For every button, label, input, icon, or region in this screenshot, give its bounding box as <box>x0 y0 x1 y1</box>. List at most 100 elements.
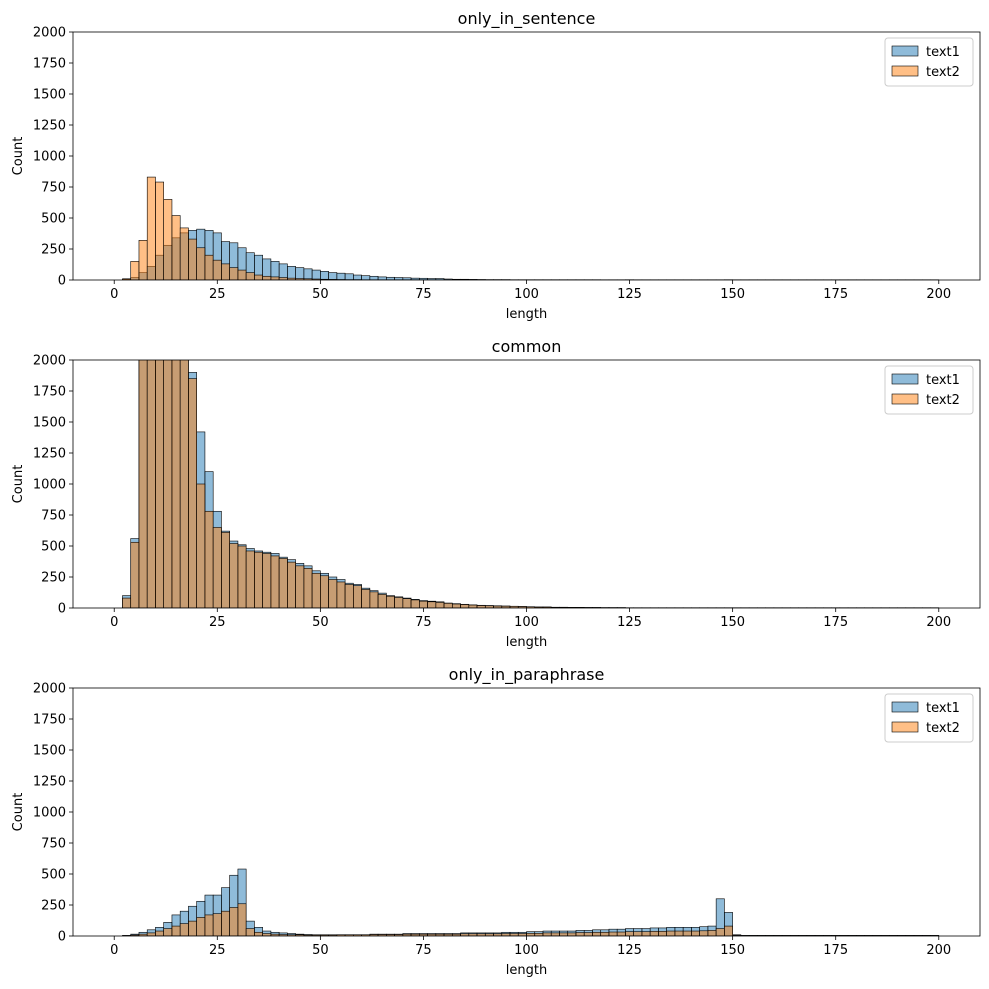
y-tick-label: 1000 <box>33 806 66 821</box>
bar <box>270 276 280 280</box>
bar <box>592 931 602 936</box>
legend-label-text1: text1 <box>926 45 960 60</box>
bar <box>245 928 255 936</box>
y-tick-label: 1750 <box>33 385 66 400</box>
y-tick-label: 1500 <box>33 744 66 759</box>
chart-title: only_in_sentence <box>458 9 596 29</box>
legend-swatch-text1 <box>891 45 919 57</box>
bar <box>196 917 206 936</box>
bar <box>254 274 263 280</box>
y-tick-label: 500 <box>41 212 66 227</box>
bar <box>658 930 667 936</box>
bar <box>262 275 272 280</box>
chart-title: only_in_paraphrase <box>449 665 605 685</box>
y-tick-label: 0 <box>58 930 66 945</box>
x-tick-label: 150 <box>720 943 745 958</box>
series-text2 <box>122 903 940 936</box>
bar <box>212 527 222 608</box>
x-tick-label: 150 <box>720 287 745 302</box>
bar <box>130 541 140 608</box>
bar <box>229 543 239 608</box>
y-tick-label: 500 <box>41 868 66 883</box>
x-tick-label: 50 <box>312 615 329 630</box>
bar <box>402 598 412 608</box>
bar <box>229 907 239 936</box>
x-tick-label: 75 <box>415 615 432 630</box>
bar <box>682 930 692 936</box>
bar <box>608 931 618 936</box>
bar <box>237 903 247 936</box>
y-tick-label: 1750 <box>33 57 66 72</box>
bar <box>336 581 346 608</box>
legend-label-text1: text1 <box>926 373 960 388</box>
x-tick-label: 200 <box>926 943 951 958</box>
bar <box>394 597 404 608</box>
bar <box>666 930 676 936</box>
bar <box>344 584 354 608</box>
chart-only_in_sentence: 0 25 50 75 100 125 150 175 200025050075010001250… <box>11 9 981 322</box>
bar <box>625 931 634 936</box>
y-tick-label: 2000 <box>33 26 66 41</box>
bar <box>699 930 709 936</box>
bar <box>616 931 626 936</box>
bar <box>386 595 395 608</box>
chart-title: common <box>492 337 562 356</box>
bar <box>724 912 733 936</box>
bars <box>122 176 940 280</box>
bar <box>320 271 329 280</box>
bar <box>146 932 156 936</box>
bar <box>419 600 428 608</box>
bar <box>550 932 560 936</box>
legend-label-text1: text1 <box>926 701 960 716</box>
bar <box>171 925 181 936</box>
series-text2 <box>122 360 940 608</box>
x-tick-label: 125 <box>617 615 642 630</box>
bars <box>122 868 940 936</box>
bar <box>542 932 552 936</box>
x-tick-label: 175 <box>823 287 848 302</box>
bar <box>146 360 156 608</box>
y-tick-label: 1500 <box>33 88 66 103</box>
legend-label-text2: text2 <box>926 393 960 408</box>
legend-swatch-text2 <box>891 65 919 77</box>
bar <box>138 360 148 608</box>
bar <box>188 920 197 936</box>
legend-swatch-text1 <box>891 701 919 713</box>
x-tick-label: 50 <box>312 943 329 958</box>
bar <box>179 923 189 936</box>
bar <box>724 925 733 936</box>
bar <box>320 575 329 608</box>
x-tick-label: 100 <box>514 615 539 630</box>
bar <box>559 932 569 936</box>
bar <box>361 589 371 608</box>
x-tick-label: 200 <box>926 615 951 630</box>
y-tick-label: 750 <box>41 509 66 524</box>
bar <box>138 240 148 280</box>
bar <box>237 269 247 280</box>
bar <box>254 551 263 608</box>
y-axis-label: Count <box>11 465 26 504</box>
bar <box>278 558 288 608</box>
bar <box>171 360 181 608</box>
bar <box>287 561 296 608</box>
bar <box>311 572 321 608</box>
bar <box>212 913 222 936</box>
y-tick-label: 1250 <box>33 447 66 462</box>
bar <box>369 591 379 608</box>
bar <box>179 227 189 280</box>
y-tick-label: 1250 <box>33 775 66 790</box>
y-tick-label: 1250 <box>33 119 66 134</box>
bar <box>443 602 453 608</box>
y-axis-label: Count <box>11 793 26 832</box>
bar <box>567 932 577 936</box>
x-tick-label: 0 <box>110 943 118 958</box>
y-tick-label: 0 <box>58 602 66 617</box>
x-tick-label: 150 <box>720 615 745 630</box>
y-tick-label: 250 <box>41 571 66 586</box>
bar <box>270 555 280 608</box>
x-axis-label: length <box>506 635 547 650</box>
x-axis-label: length <box>506 963 547 978</box>
bar <box>188 378 197 608</box>
bar <box>212 259 222 280</box>
bar <box>311 269 321 280</box>
